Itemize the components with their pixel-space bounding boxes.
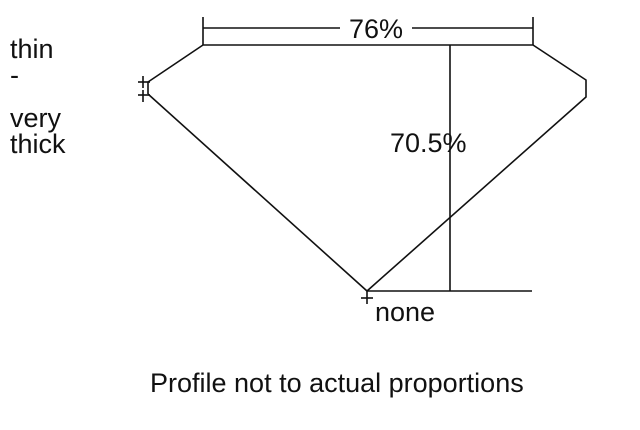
caption: Profile not to actual proportions bbox=[150, 368, 524, 398]
girdle-label-dash: - bbox=[10, 60, 19, 90]
culet-label: none bbox=[375, 297, 435, 327]
girdle-label-very: very bbox=[10, 103, 62, 133]
total-depth-label: 70.5% bbox=[390, 128, 467, 158]
gem-outline bbox=[147, 44, 587, 293]
table-width-label: 76% bbox=[349, 14, 403, 44]
girdle-thickness-label: thin - very thick bbox=[10, 34, 66, 159]
girdle-label-thick: thick bbox=[10, 129, 66, 159]
girdle-label-thin: thin bbox=[10, 34, 54, 64]
